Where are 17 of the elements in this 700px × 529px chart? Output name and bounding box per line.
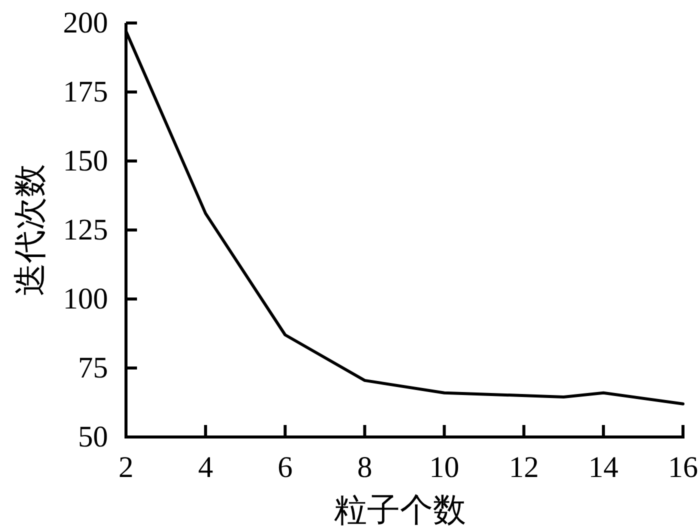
x-axis-title: 粒子个数: [334, 493, 466, 529]
x-tick-label: 6: [278, 451, 293, 484]
y-tick-label: 100: [63, 282, 108, 316]
y-tick-label: 200: [63, 6, 108, 40]
x-tick-label: 10: [429, 451, 460, 484]
x-tick-label: 16: [668, 451, 698, 484]
y-tick-label: 75: [78, 352, 108, 384]
y-tick-label: 50: [78, 420, 108, 454]
y-tick-label: 175: [63, 76, 108, 108]
y-tick-label: 125: [63, 214, 108, 246]
x-tick-label: 14: [588, 451, 618, 484]
y-tick-label: 150: [63, 144, 108, 178]
x-tick-label: 12: [508, 451, 539, 484]
x-tick-label: 2: [118, 451, 134, 484]
x-tick-label: 4: [198, 451, 214, 484]
y-axis-title: 迭代次数: [13, 164, 49, 296]
x-tick-label: 8: [357, 451, 372, 484]
